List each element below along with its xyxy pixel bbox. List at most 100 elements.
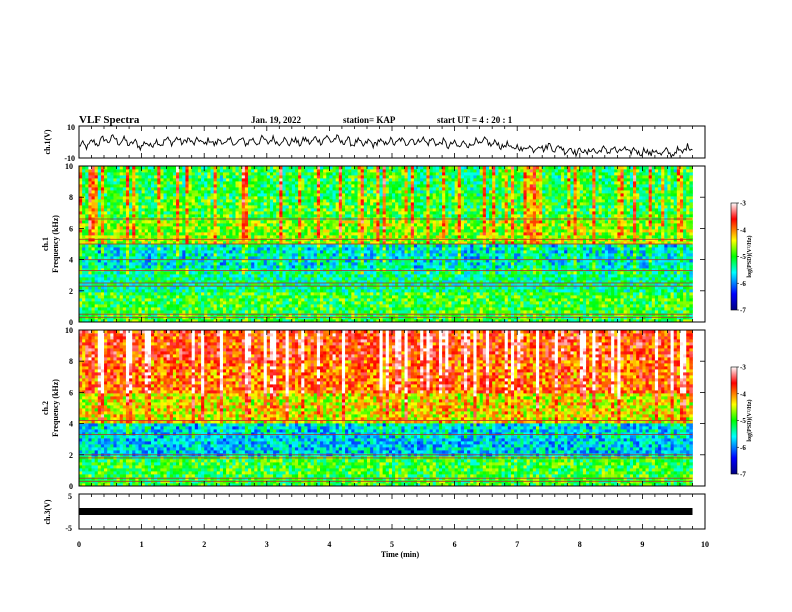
spectrogram-cell [329, 304, 333, 308]
spectrogram-cell [238, 286, 243, 290]
spectrogram-cell [510, 319, 515, 323]
spectrogram-cell [320, 277, 324, 281]
spectrogram-cell [79, 253, 83, 257]
spectrogram-cell [445, 256, 449, 260]
spectrogram-cell [473, 253, 477, 257]
spectrogram-cell [454, 319, 459, 323]
spectrogram-cell [551, 304, 556, 308]
spectrogram-cell [420, 247, 424, 251]
spectrogram-cell [670, 298, 675, 302]
spectrogram-cell [604, 319, 609, 323]
spectrogram-cell [479, 271, 484, 275]
spectrogram-cell [498, 256, 502, 260]
spectrogram-cell [216, 271, 221, 275]
spectrogram-cell [651, 292, 656, 296]
spectrogram-cell [141, 310, 146, 314]
spectrogram-cell [266, 247, 271, 251]
spectrogram-cell [88, 247, 92, 251]
spectrogram-cell [407, 247, 412, 251]
spectrogram-cell [298, 289, 302, 293]
spectrogram-cell [395, 295, 399, 299]
spectrogram-cell [285, 247, 290, 251]
spectrogram-cell [607, 250, 612, 254]
spectrogram-cell [357, 295, 362, 299]
spectrogram-cell [210, 301, 214, 305]
spectrogram-cell [382, 247, 387, 251]
spectrogram-cell [454, 292, 459, 296]
spectrogram-cell [216, 304, 221, 308]
spectrogram-cell [620, 289, 625, 293]
spectrogram-cell [495, 250, 499, 254]
spectrogram-cell [457, 265, 462, 269]
spectrogram-cell [201, 307, 205, 311]
spectrogram-cell [426, 247, 430, 251]
spectrogram-cell [535, 307, 540, 311]
spectrogram-cell [564, 304, 568, 308]
spectrogram-cell [251, 265, 255, 269]
spectrogram-cell [160, 253, 164, 257]
spectrogram-cell [626, 298, 631, 302]
spectrogram-cell [341, 271, 346, 275]
spectrogram-cell [607, 298, 612, 302]
spectrogram-cell [323, 304, 327, 308]
spectrogram-cell [429, 319, 434, 323]
spectrogram-cell [307, 250, 312, 254]
spectrogram-cell [273, 301, 277, 305]
spectrogram-cell [542, 253, 546, 257]
spectrogram-cell [529, 301, 534, 305]
spectrogram-cell [307, 277, 312, 281]
spectrogram-cell [191, 277, 196, 281]
spectrogram-cell [420, 262, 424, 266]
spectrogram-cell [648, 250, 653, 254]
spectrogram-cell [154, 277, 158, 281]
spectrogram-cell [492, 319, 496, 323]
spectrogram-cell [348, 250, 352, 254]
spectrogram-cell [348, 307, 352, 311]
spectrogram-cell [482, 292, 487, 296]
spectrogram-cell [617, 295, 621, 299]
spectrogram-cell [304, 253, 308, 257]
spectrogram-cell [485, 319, 490, 323]
spectrogram-cell [219, 319, 224, 323]
spectrogram-cell [595, 298, 599, 302]
spectrogram-cell [567, 307, 571, 311]
spectrogram-cell [510, 307, 515, 311]
spectrogram-cell [370, 319, 374, 323]
spectrogram-cell [526, 307, 531, 311]
spectrogram-cell [226, 286, 230, 290]
spectrogram-cell [363, 262, 368, 266]
spectrogram-cell [298, 247, 302, 251]
spectrogram-cell [626, 307, 631, 311]
spectrogram-cell [332, 247, 337, 251]
spectrogram-cell [629, 319, 634, 323]
spectrogram-cell [341, 262, 346, 266]
spectrogram-cell [520, 292, 524, 296]
spectrogram-cell [636, 256, 640, 260]
spectrogram-cell [382, 274, 387, 278]
spectrogram-cell [104, 301, 108, 305]
spectrogram-cell [94, 295, 99, 299]
spectrogram-cell [366, 307, 371, 311]
spectrogram-cell [122, 262, 127, 266]
spectrogram-cell [213, 310, 218, 314]
spectrogram-cell [567, 310, 571, 314]
spectrogram-cell [467, 253, 471, 257]
spectrogram-cell [276, 262, 280, 266]
spectrogram-cell [182, 310, 186, 314]
spectrogram-cell [150, 295, 155, 299]
spectrogram-cell [235, 286, 240, 290]
spectrogram-cell [567, 289, 571, 293]
spectrogram-cell [91, 247, 96, 251]
spectrogram-cell [79, 286, 83, 290]
spectrogram-cell [676, 292, 681, 296]
spectrogram-cell [204, 304, 208, 308]
spectrogram-cell [341, 265, 346, 269]
spectrogram-cell [489, 301, 493, 305]
spectrogram-cell [204, 301, 208, 305]
spectrogram-cell [595, 256, 599, 260]
spectrogram-cell [548, 295, 553, 299]
spectrogram-cell [586, 274, 590, 278]
spectrogram-cell [670, 262, 675, 266]
spectrogram-cell [514, 310, 518, 314]
spectrogram-cell [122, 307, 127, 311]
